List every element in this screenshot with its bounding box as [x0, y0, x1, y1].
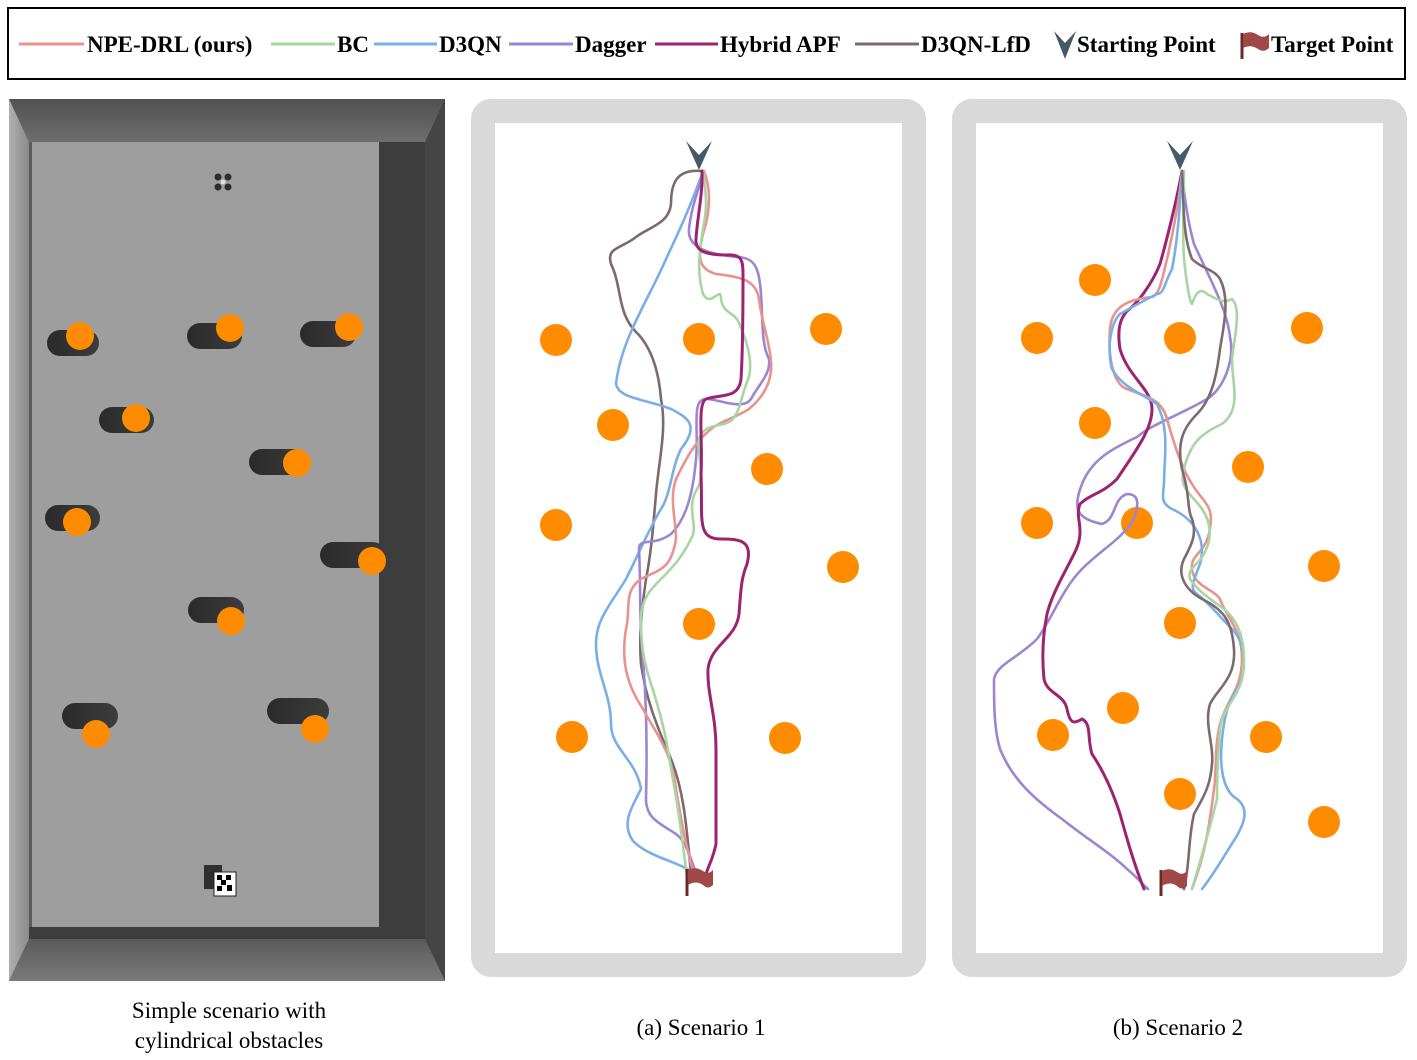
obstacle: [683, 323, 715, 355]
scenario-1-arena-border: [471, 99, 926, 977]
legend-label-target-point: Target Point: [1271, 32, 1394, 57]
scenario-2-arena-border: [952, 99, 1407, 977]
trajectory-d3qn-lfd: [608, 169, 703, 876]
sim-obstacle: [62, 703, 118, 748]
trajectory-npe-drl: [622, 169, 773, 879]
sim-top-wall: [9, 99, 445, 142]
obstacle: [1291, 312, 1323, 344]
legend-item-starting-point: Starting Point: [1054, 31, 1216, 59]
sim-obstacle: [267, 698, 329, 743]
legend-item-target-point: Target Point: [1240, 32, 1394, 59]
sim-obstacle: [188, 597, 245, 635]
drone-icon: [214, 173, 232, 191]
sim-left-wall: [9, 99, 29, 981]
obstacle: [1107, 692, 1139, 724]
obstacle: [1121, 507, 1153, 539]
sim-obstacle: [45, 505, 100, 536]
obstacle: [810, 313, 842, 345]
obstacle: [1164, 322, 1196, 354]
sim-bottom-wall: [9, 939, 445, 981]
obstacle: [1164, 607, 1196, 639]
caption-scenario-1: (a) Scenario 1: [636, 1015, 766, 1040]
obstacle: [1037, 719, 1069, 751]
obstacle: [556, 721, 588, 753]
trajectory-bc: [639, 169, 752, 879]
simulation-scene: [9, 99, 445, 981]
obstacle: [1308, 550, 1340, 582]
obstacle: [1021, 322, 1053, 354]
trajectory-bc: [1181, 169, 1246, 891]
legend-label-bc: BC: [337, 32, 369, 57]
scenario-1-start-icon: [686, 141, 712, 170]
obstacle: [1079, 407, 1111, 439]
legend-label-dagger: Dagger: [575, 32, 647, 57]
obstacle: [597, 409, 629, 441]
legend-label-npe-drl: NPE-DRL (ours): [87, 32, 252, 57]
sim-target-marker: [204, 865, 237, 897]
caption-scenario-2: (b) Scenario 2: [1112, 1015, 1244, 1040]
legend-box: NPE-DRL (ours) BC D3QN Dagger Hybrid APF…: [7, 7, 1406, 80]
trajectory-d3qn-lfd: [1178, 169, 1236, 891]
obstacle: [683, 608, 715, 640]
sim-obstacle: [300, 313, 363, 347]
sim-inner-shadow-bottom: [29, 927, 425, 939]
obstacle: [769, 722, 801, 754]
obstacle: [1308, 806, 1340, 838]
obstacle: [827, 551, 859, 583]
obstacle: [540, 509, 572, 541]
caption-simulation-line2: cylindrical obstacles: [134, 1028, 324, 1053]
legend-label-starting-point: Starting Point: [1077, 32, 1216, 57]
scenario-1-obstacles: [540, 313, 859, 754]
legend-label-d3qn-lfd: D3QN-LfD: [921, 32, 1031, 57]
sim-obstacle: [187, 314, 244, 349]
legend-label-hybrid-apf: Hybrid APF: [720, 32, 841, 57]
sim-obstacle: [249, 449, 311, 477]
obstacle: [1164, 778, 1196, 810]
sim-right-wall: [425, 99, 445, 981]
caption-simulation: Simple scenario with cylindrical obstacl…: [79, 996, 379, 1056]
obstacle: [540, 324, 572, 356]
legend-item-d3qn: D3QN: [374, 32, 502, 57]
scenario-2-target-icon: [1159, 869, 1187, 896]
obstacle: [1232, 451, 1264, 483]
obstacle: [1250, 721, 1282, 753]
sim-inner-shadow-right: [379, 142, 425, 939]
trajectory-hybrid-apf: [694, 169, 750, 879]
legend-item-bc: BC: [271, 32, 369, 57]
trajectory-hybrid-apf: [1041, 169, 1184, 891]
scenario-1-map: [471, 99, 926, 977]
sim-obstacle: [320, 542, 386, 575]
obstacle: [751, 453, 783, 485]
sim-floor: [32, 142, 379, 927]
target-flag-icon: [1240, 32, 1269, 59]
trajectory-dagger: [637, 169, 771, 881]
scenario-2-obstacles: [1021, 264, 1340, 838]
obstacle: [1079, 264, 1111, 296]
legend-item-hybrid-apf: Hybrid APF: [655, 32, 841, 57]
legend-item-dagger: Dagger: [509, 32, 647, 57]
obstacle: [1021, 507, 1053, 539]
scenario-1-target-icon: [685, 868, 713, 896]
scenario-2-start-icon: [1167, 141, 1193, 170]
legend-item-d3qn-lfd: D3QN-LfD: [855, 32, 1031, 57]
sim-obstacle: [47, 322, 99, 356]
scenario-2-map: [952, 99, 1407, 977]
starting-point-arrow-icon: [1054, 31, 1076, 59]
legend-svg: NPE-DRL (ours) BC D3QN Dagger Hybrid APF…: [19, 31, 1394, 59]
trajectory-dagger: [992, 169, 1233, 891]
caption-simulation-line1: Simple scenario with: [131, 998, 327, 1023]
trajectory-d3qn: [594, 169, 705, 879]
sim-obstacle: [99, 404, 154, 433]
legend-item-npe-drl: NPE-DRL (ours): [19, 32, 252, 57]
legend-label-d3qn: D3QN: [439, 32, 502, 57]
